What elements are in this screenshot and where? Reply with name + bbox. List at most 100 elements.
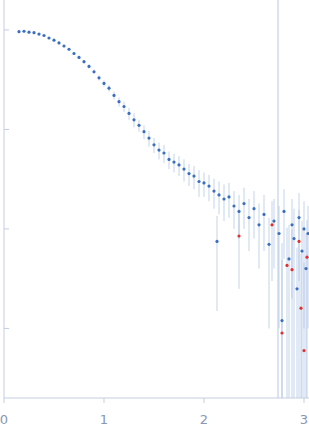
point (272, 219, 275, 222)
point (290, 268, 293, 271)
plot-area (17, 0, 309, 398)
point (172, 160, 175, 163)
chart: 0123 (0, 0, 309, 437)
error-bar (254, 191, 255, 238)
error-bar (279, 206, 280, 328)
point (297, 216, 300, 219)
point (67, 48, 70, 51)
y-tick (4, 129, 9, 130)
point (237, 210, 240, 213)
x-tick-label: 1 (100, 412, 108, 427)
error-bar (274, 199, 275, 269)
error-bars (19, 30, 308, 398)
x-tick (4, 398, 5, 403)
point (167, 158, 170, 161)
point (212, 190, 215, 193)
point (102, 82, 105, 85)
point (280, 331, 283, 334)
error-bar (224, 184, 225, 221)
point (207, 184, 210, 187)
y-tick (4, 328, 9, 329)
point (142, 130, 145, 133)
point (292, 237, 295, 240)
point (237, 234, 240, 237)
error-bar (292, 229, 293, 398)
x-tick-label: 3 (300, 412, 308, 427)
error-bar (204, 172, 205, 196)
point (107, 87, 110, 90)
point (47, 36, 50, 39)
point (187, 172, 190, 175)
point (299, 307, 302, 310)
point (132, 118, 135, 121)
point (162, 151, 165, 154)
point (217, 193, 220, 196)
point (295, 287, 298, 290)
error-bar (229, 183, 230, 218)
error-bar (304, 263, 305, 398)
error-bar (264, 195, 265, 251)
error-bar (307, 220, 308, 398)
y-tick (4, 29, 9, 30)
point (280, 319, 283, 322)
point (285, 264, 288, 267)
point (32, 31, 35, 34)
point (112, 94, 115, 97)
point (127, 112, 130, 115)
point (304, 267, 307, 270)
point (262, 213, 265, 216)
point (202, 181, 205, 184)
point (305, 256, 308, 259)
point (62, 44, 65, 47)
point (57, 41, 60, 44)
point (42, 34, 45, 37)
point (77, 56, 80, 59)
point (306, 232, 309, 235)
error-bar (301, 254, 302, 398)
error-bar (209, 175, 210, 201)
point (22, 30, 25, 33)
point (197, 180, 200, 183)
point (17, 30, 20, 33)
point (152, 143, 155, 146)
x-tick-label: 2 (200, 412, 208, 427)
error-bars (239, 201, 307, 398)
point (215, 240, 218, 243)
point (147, 136, 150, 139)
points (237, 223, 308, 352)
point (192, 174, 195, 177)
point (300, 249, 303, 252)
error-bar (244, 188, 245, 229)
point (267, 243, 270, 246)
error-bar (219, 181, 220, 214)
y-tick (4, 228, 9, 229)
error-bar (308, 206, 309, 328)
error-bar (259, 204, 260, 269)
point (302, 349, 305, 352)
point (177, 163, 180, 166)
y-axis (4, 0, 5, 398)
point (137, 124, 140, 127)
point (232, 204, 235, 207)
error-bar (269, 218, 270, 329)
x-marker (278, 0, 279, 398)
error-bar (249, 199, 250, 251)
point (27, 31, 30, 34)
point (52, 39, 55, 42)
point (72, 52, 75, 55)
point (252, 207, 255, 210)
point (82, 60, 85, 63)
error-bar (214, 179, 215, 209)
point (117, 100, 120, 103)
error-bar (217, 216, 218, 311)
point (282, 210, 285, 213)
point (227, 195, 230, 198)
point (222, 197, 225, 200)
error-bar (199, 170, 200, 197)
point (297, 240, 300, 243)
x-tick (204, 398, 205, 403)
error-bar (282, 260, 283, 398)
point (157, 149, 160, 152)
point (182, 167, 185, 170)
point (270, 223, 273, 226)
